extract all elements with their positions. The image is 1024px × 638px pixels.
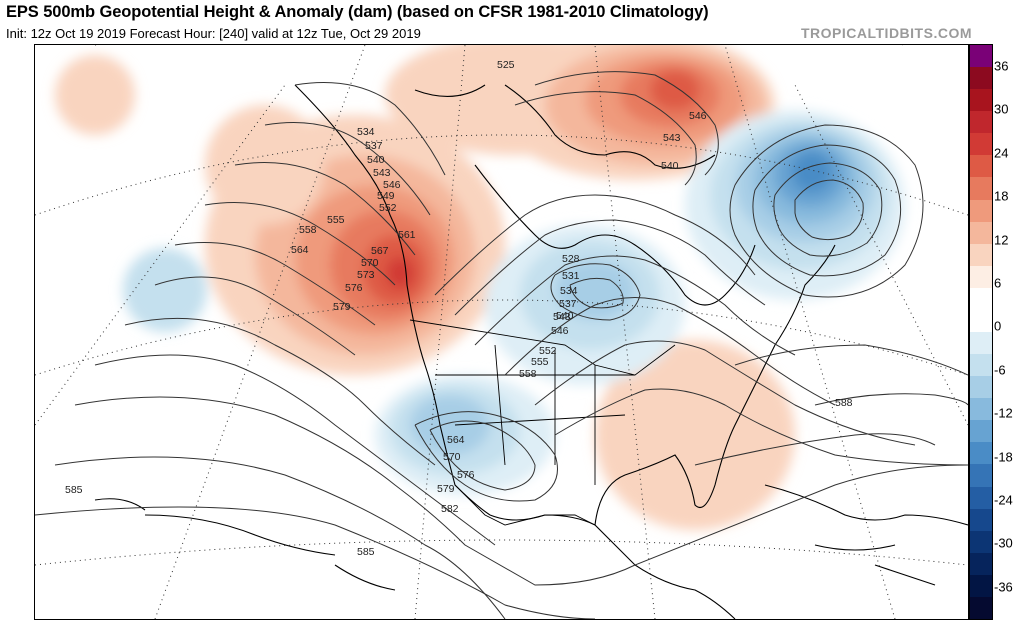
contour-label: 543: [373, 167, 391, 179]
contour-label: 579: [333, 301, 351, 313]
colorbar-segment: [970, 155, 992, 178]
colorbar-label: 6: [994, 275, 1002, 291]
colorbar-segment: [970, 177, 992, 201]
contour-label: 537: [559, 298, 577, 310]
contour-label: 540: [661, 160, 679, 172]
contour-label: 588: [835, 397, 853, 409]
contour-label: 543: [553, 311, 571, 323]
contour-label: 561: [398, 229, 416, 241]
graticule: [35, 45, 968, 619]
contour-label: 540: [367, 154, 385, 166]
colorbar-segment: [970, 243, 992, 267]
contour-label: 531: [562, 270, 580, 282]
map-svg: 525 534 537 540 543 546 549 552 555 558 …: [35, 45, 968, 619]
contour-label: 549: [377, 190, 395, 202]
colorbar-label: 30: [994, 101, 1009, 117]
contour-label: 552: [539, 345, 557, 357]
contour-label: 564: [447, 434, 465, 446]
colorbar-label: 18: [994, 188, 1009, 204]
contour-label: 528: [562, 253, 580, 265]
colorbar-segment: [970, 596, 992, 619]
colorbar-segment: [970, 89, 992, 112]
colorbar-segment: [970, 442, 992, 465]
contour-label: 558: [299, 224, 317, 236]
contour-label: 567: [371, 245, 389, 257]
coastlines: [94, 84, 968, 619]
map-title: EPS 500mb Geopotential Height & Anomaly …: [6, 3, 709, 21]
colorbar-label: -36: [994, 579, 1013, 595]
map-panel: 525 534 537 540 543 546 549 552 555 558 …: [34, 44, 969, 620]
colorbar-segment: [970, 265, 992, 289]
contour-label: 582: [441, 503, 459, 515]
colorbar-segment: [970, 486, 992, 510]
colorbar-label: -12: [994, 405, 1013, 421]
colorbar-segment: [970, 45, 992, 68]
colorbar-segment: [970, 287, 992, 311]
colorbar-label: -18: [994, 449, 1013, 465]
colorbar-segment: [970, 111, 992, 134]
colorbar-segment: [970, 464, 992, 488]
colorbar-label: 36: [994, 58, 1009, 74]
contour-label: 585: [65, 484, 83, 496]
colorbar-label: 12: [994, 232, 1009, 248]
colorbar-segment: [970, 508, 992, 532]
contour-label: 576: [457, 469, 475, 481]
contour-label: 585: [357, 546, 375, 558]
colorbar-segment: [970, 398, 992, 421]
contour-label: 534: [357, 126, 375, 138]
contour-label: 573: [357, 269, 375, 281]
colorbar-segment: [970, 354, 992, 377]
contour-label: 525: [497, 59, 515, 71]
colorbar-segment: [970, 332, 992, 355]
colorbar-segment: [970, 199, 992, 223]
colorbar-label: -6: [994, 362, 1006, 378]
contour-label: 576: [345, 282, 363, 294]
contour-label: 570: [443, 451, 461, 463]
colorbar-segment: [970, 552, 992, 576]
contour-label: 534: [560, 285, 578, 297]
contour-label: 564: [291, 244, 309, 256]
map-subtitle: Init: 12z Oct 19 2019 Forecast Hour: [24…: [6, 26, 421, 41]
contour-label: 579: [437, 483, 455, 495]
colorbar-segment: [970, 309, 992, 333]
brand-watermark: TROPICALTIDBITS.COM: [800, 25, 972, 41]
height-contours: [35, 71, 968, 619]
contour-label: 555: [327, 214, 345, 226]
contour-label: 546: [689, 110, 707, 122]
colorbar-label: -30: [994, 535, 1013, 551]
anomaly-shading: [55, 45, 905, 530]
colorbar-segment: [970, 420, 992, 443]
contour-label: 546: [551, 325, 569, 337]
colorbar-label: -24: [994, 492, 1013, 508]
colorbar-label: 0: [994, 318, 1002, 334]
colorbar-segment: [970, 67, 992, 90]
colorbar-segment: [970, 530, 992, 554]
anomaly-colorbar: [969, 44, 993, 620]
contour-label: 537: [365, 140, 383, 152]
contour-label: 570: [361, 257, 379, 269]
contour-label: 552: [379, 202, 397, 214]
colorbar-segment: [970, 574, 992, 598]
contour-label: 540: [556, 310, 574, 322]
contour-labels: 525 534 537 540 543 546 549 552 555 558 …: [65, 59, 853, 558]
colorbar-segment: [970, 221, 992, 245]
colorbar-segment: [970, 376, 992, 399]
colorbar-label: 24: [994, 145, 1009, 161]
contour-label: 546: [383, 179, 401, 191]
contour-label: 555: [531, 356, 549, 368]
contour-label: 558: [519, 368, 537, 380]
colorbar-segment: [970, 133, 992, 156]
contour-label: 543: [663, 132, 681, 144]
